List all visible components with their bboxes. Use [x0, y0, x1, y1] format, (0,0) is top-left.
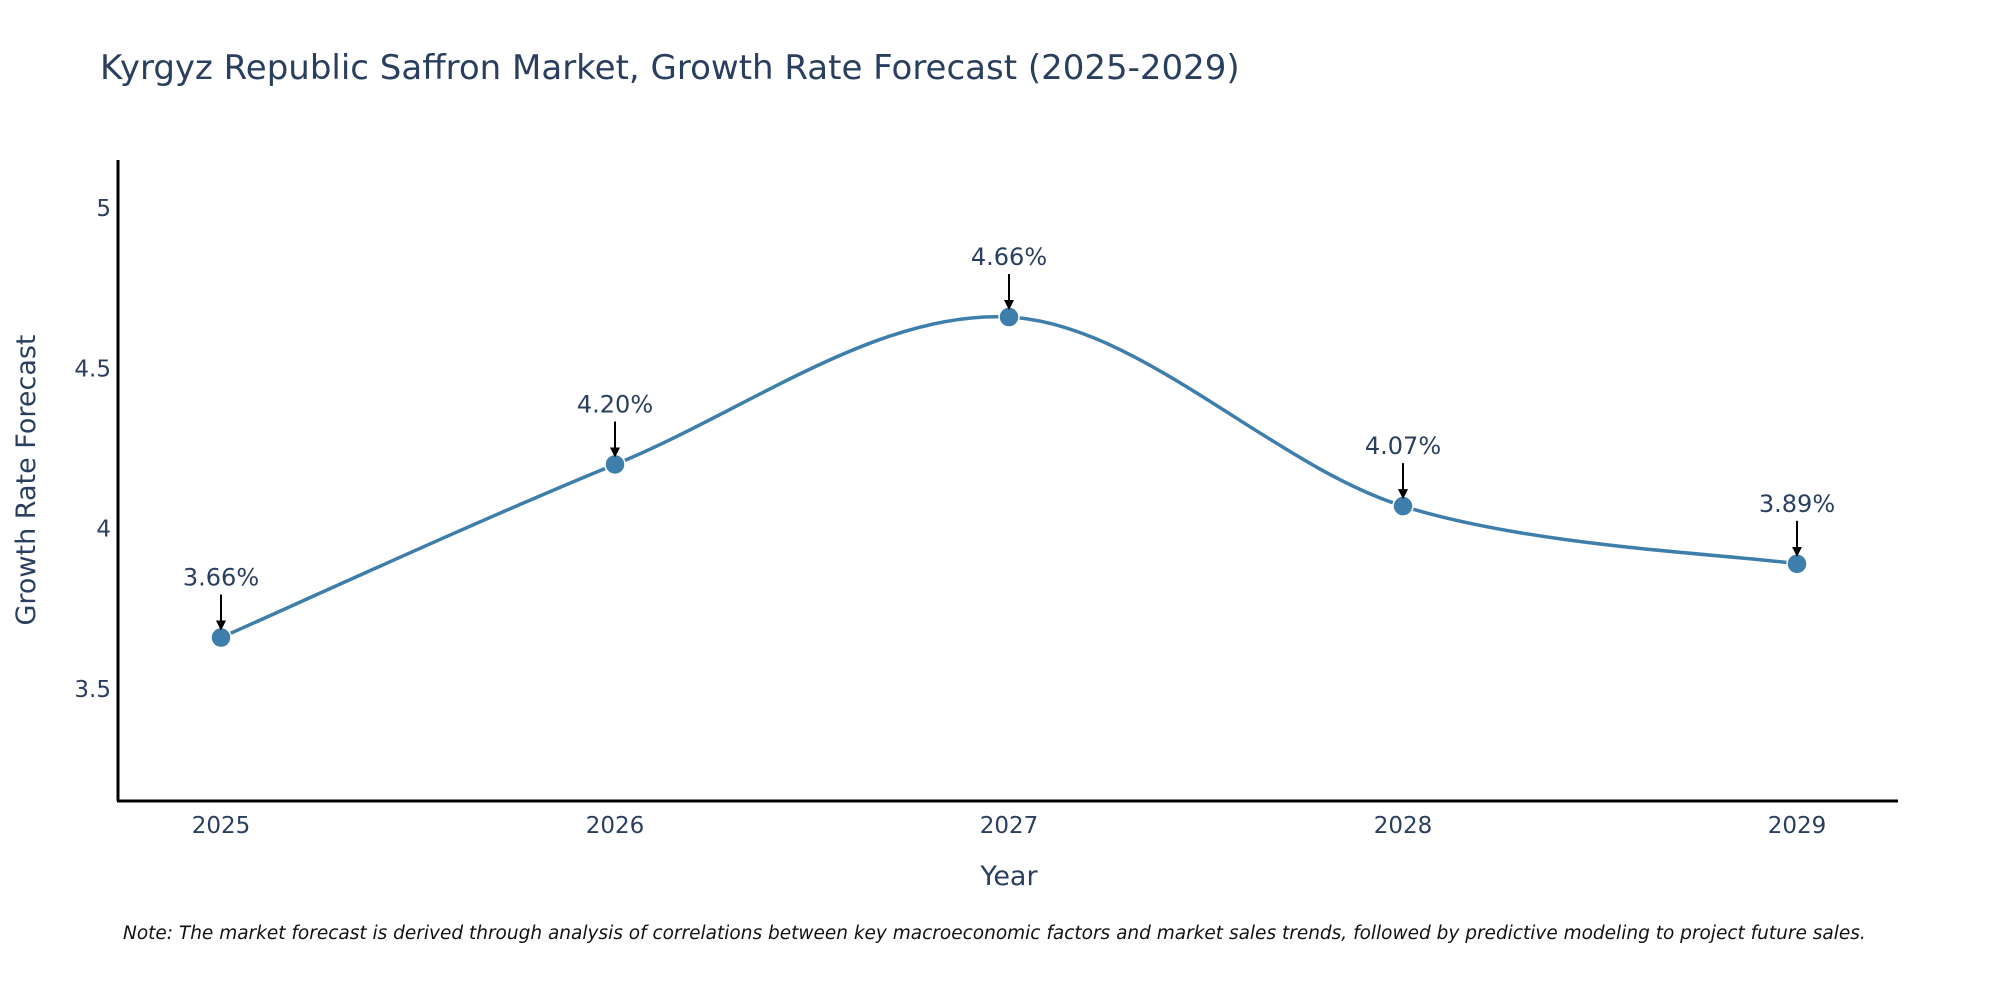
y-tick-label: 5 — [96, 196, 111, 222]
footnote: Note: The market forecast is derived thr… — [123, 923, 1866, 944]
x-tick-label: 2029 — [1768, 813, 1827, 839]
x-tick-label: 2028 — [1374, 813, 1433, 839]
y-tick-label: 4.5 — [74, 356, 111, 382]
data-point — [210, 626, 232, 649]
data-label: 3.89% — [1759, 490, 1835, 518]
data-point — [998, 306, 1020, 328]
data-label: 4.07% — [1365, 432, 1441, 460]
x-tick-label: 2025 — [192, 813, 251, 839]
x-tick-label: 2027 — [980, 813, 1039, 839]
data-point — [1786, 553, 1808, 575]
y-axis-title: Growth Rate Forecast — [11, 334, 42, 625]
chart-title: Kyrgyz Republic Saffron Market, Growth R… — [100, 48, 1240, 88]
data-points — [210, 306, 1808, 649]
y-tick-label: 4 — [96, 517, 111, 543]
x-axis-title: Year — [979, 861, 1038, 892]
y-tick-label: 3.5 — [74, 677, 111, 703]
data-label: 4.20% — [577, 390, 653, 418]
series-line — [220, 315, 1798, 640]
y-axis-ticks: 3.5 4 4.5 5 — [74, 196, 111, 703]
data-point — [1392, 495, 1414, 517]
data-label: 3.66% — [183, 564, 259, 592]
x-axis-ticks: 2025 2026 2027 2028 2029 — [192, 813, 1827, 839]
data-annotations: 3.66% 4.20% 4.66% 4.07% 3.89% — [183, 243, 1835, 631]
data-label: 4.66% — [971, 243, 1047, 271]
data-point — [604, 453, 626, 476]
x-tick-label: 2026 — [586, 813, 645, 839]
